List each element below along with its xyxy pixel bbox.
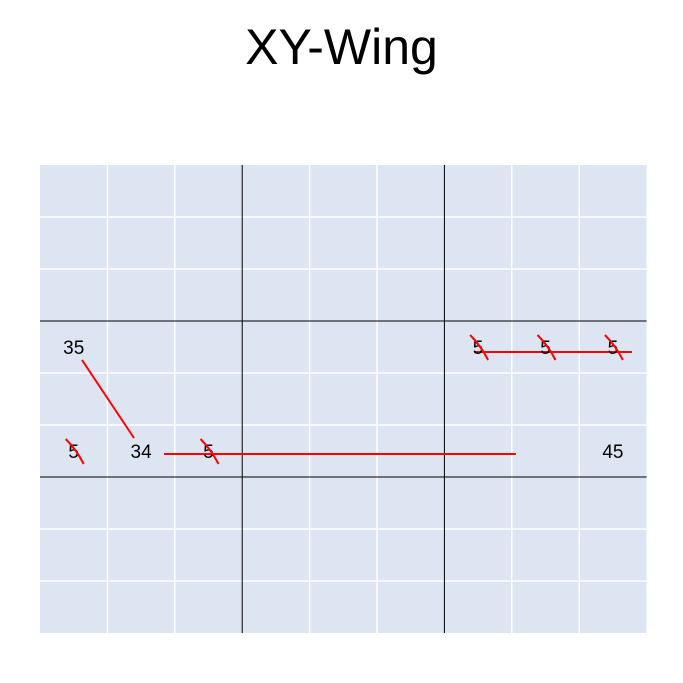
wing-cell-value: 35 (63, 338, 84, 359)
pivot-cell-value: 34 (131, 442, 153, 463)
strike-mark (536, 334, 557, 361)
eliminated-candidate: 5 (203, 442, 214, 463)
elimination-strikes (64, 334, 624, 465)
strike-mark (64, 438, 85, 465)
eliminated-candidate: 5 (608, 338, 619, 359)
link-pivot-to-wing-35 (81, 359, 135, 439)
wing-cell-value: 45 (602, 442, 623, 463)
strike-mark (469, 334, 489, 361)
slide-title: XY-Wing (245, 19, 438, 75)
candidate-labels: 35 34 45 5 5 5 5 5 (63, 338, 623, 463)
eliminated-candidate: 5 (473, 338, 484, 359)
grid-background (40, 165, 647, 633)
grid-fill (40, 165, 647, 633)
strike-mark (604, 334, 624, 361)
strike-mark (199, 438, 220, 465)
box-dividers (40, 165, 647, 633)
cell-dividers (40, 165, 647, 633)
chain-links (81, 351, 632, 455)
eliminated-candidate: 5 (540, 338, 551, 359)
eliminated-candidate: 5 (68, 442, 79, 463)
